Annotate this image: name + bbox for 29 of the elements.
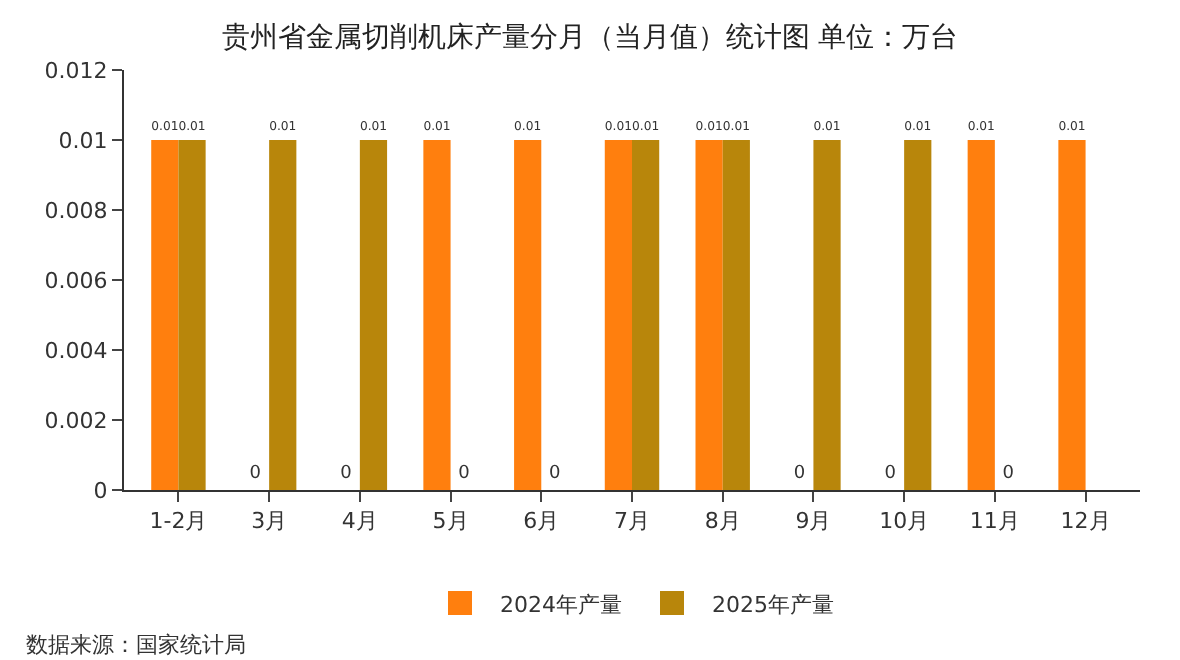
data-label: 0 <box>793 464 806 484</box>
data-label: 0 <box>884 464 897 484</box>
x-tick-label: 5月 <box>432 508 469 535</box>
chart-title: 贵州省金属切削机床产量分月（当月值）统计图 单位：万台 <box>221 22 959 54</box>
legend-label: 2025年产量 <box>712 591 834 618</box>
data-label: 0 <box>249 464 262 484</box>
y-tick-label: 0.002 <box>44 407 108 434</box>
data-label: 0 <box>1002 464 1015 484</box>
x-tick-label: 4月 <box>341 508 378 535</box>
data-label: 0 <box>548 464 561 484</box>
x-tick-label: 10月 <box>879 508 930 535</box>
x-tick-label: 1-2月 <box>149 508 208 535</box>
x-tick-label: 6月 <box>523 508 560 535</box>
y-tick-label: 0.012 <box>44 57 108 84</box>
y-tick-label: 0.006 <box>44 267 108 294</box>
x-tick-label: 7月 <box>614 508 650 535</box>
x-tick-label: 11月 <box>969 508 1020 535</box>
legend-label: 2024年产量 <box>500 591 622 618</box>
x-tick-label: 12月 <box>1060 508 1111 535</box>
x-tick-label: 9月 <box>795 508 832 535</box>
y-tick-label: 0 <box>93 477 108 504</box>
y-tick-label: 0.008 <box>44 197 108 224</box>
data-label: 0 <box>458 464 471 484</box>
y-tick-label: 0.004 <box>44 337 108 364</box>
y-tick-label: 0.01 <box>58 127 108 154</box>
x-tick-label: 3月 <box>251 508 288 535</box>
data-label: 0 <box>340 464 353 484</box>
source-note: 数据来源：国家统计局 <box>26 632 246 658</box>
x-tick-label: 8月 <box>704 508 741 535</box>
